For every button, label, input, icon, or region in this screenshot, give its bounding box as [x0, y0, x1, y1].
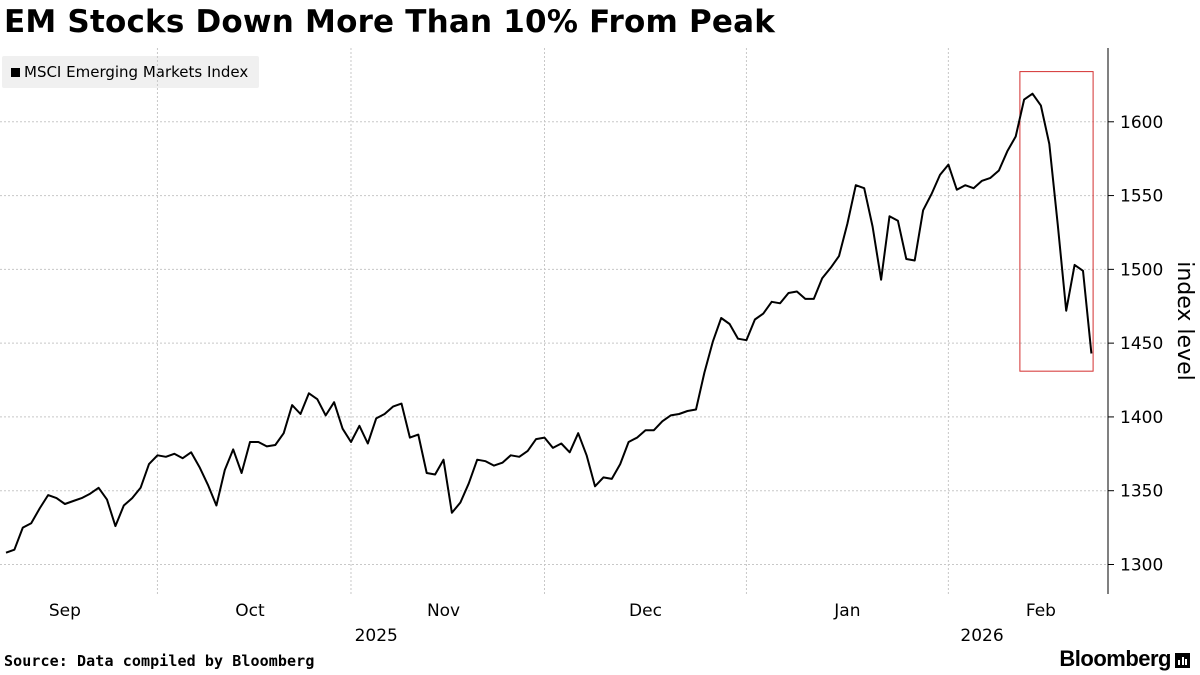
y-tick-label: 1350 — [1120, 482, 1163, 502]
x-tick-label: Jan — [833, 601, 860, 621]
x-tick-label: Oct — [235, 601, 265, 621]
y-tick-label: 1300 — [1120, 555, 1163, 575]
brand-text: Bloomberg — [1059, 646, 1171, 671]
year-label: 2026 — [960, 626, 1003, 646]
x-tick-label: Nov — [427, 601, 460, 621]
x-tick-label: Sep — [49, 601, 81, 621]
chart-legend: MSCI Emerging Markets Index — [2, 56, 260, 88]
bloomberg-mark-icon — [1175, 653, 1190, 668]
series-line-msci-em — [5, 92, 1093, 554]
annotations — [1019, 71, 1094, 372]
y-tick-label: 1500 — [1120, 260, 1163, 280]
y-axis-label: index level — [1172, 261, 1197, 381]
legend-label: MSCI Emerging Markets Index — [24, 63, 249, 81]
legend-swatch — [11, 67, 20, 77]
y-tick-label: 1550 — [1120, 187, 1163, 207]
bloomberg-logo: Bloomberg — [1059, 646, 1190, 672]
year-label: 2025 — [355, 626, 398, 646]
source-note: Source: Data compiled by Bloomberg — [4, 652, 315, 670]
y-tick-label: 1450 — [1120, 334, 1163, 354]
series-lines — [5, 92, 1093, 554]
x-tick-label: Feb — [1026, 601, 1056, 621]
highlight-box — [1019, 71, 1094, 372]
y-tick-label: 1400 — [1120, 408, 1163, 428]
axis-labels: 1300 1350 1400 1450 1500 1550 1600 Sep Oct Nov Dec… — [49, 113, 1197, 646]
chart-title: EM Stocks Down More Than 10% From Peak — [4, 4, 776, 40]
x-tick-label: Dec — [629, 601, 662, 621]
grid-lines — [0, 48, 1108, 594]
axes — [1107, 48, 1114, 594]
y-tick-label: 1600 — [1120, 113, 1163, 133]
